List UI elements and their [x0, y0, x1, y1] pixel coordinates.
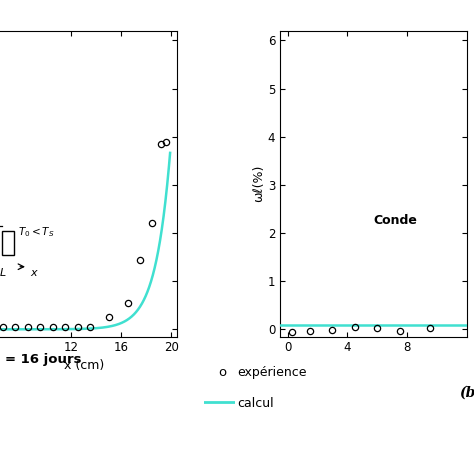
Text: expérience: expérience [237, 365, 307, 379]
X-axis label: x (cm): x (cm) [64, 358, 104, 372]
Text: calcul: calcul [237, 397, 273, 410]
Text: $T_0 < T_S$: $T_0 < T_S$ [18, 226, 55, 239]
Text: $x$: $x$ [30, 268, 39, 278]
Text: = 16 jours: = 16 jours [5, 353, 81, 366]
FancyBboxPatch shape [2, 231, 14, 255]
Text: $L$: $L$ [0, 266, 7, 278]
Text: Conde: Conde [374, 214, 418, 227]
Y-axis label: ωℓ(%): ωℓ(%) [252, 165, 265, 202]
Text: o: o [219, 365, 227, 379]
Text: (b): (b) [459, 385, 474, 400]
